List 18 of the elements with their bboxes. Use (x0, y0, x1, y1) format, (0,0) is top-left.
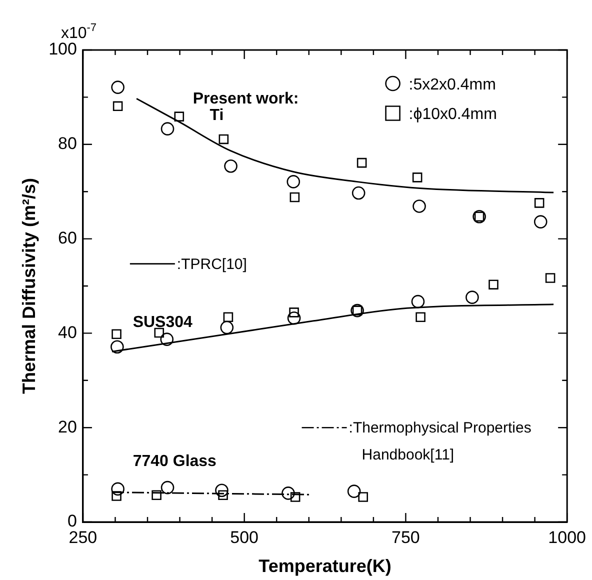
y-tick-label: 100 (48, 40, 77, 59)
x-axis-title: Temperature(K) (258, 556, 392, 576)
x-tick-label: 1000 (548, 528, 586, 547)
y-tick-label: 60 (58, 228, 77, 248)
annotation: SUS304 (132, 314, 193, 332)
annotation: Present work: (192, 90, 299, 108)
legend-label: :ϕ10x0.4mm (408, 106, 497, 124)
annotation: Ti (210, 106, 224, 124)
y-tick-label: 80 (58, 134, 77, 154)
legend-label: :5x2x0.4mm (408, 76, 496, 94)
legend-label: :TPRC[10] (176, 256, 247, 273)
x-tick-label: 750 (392, 528, 420, 547)
y-tick-label: 40 (58, 322, 77, 342)
y-axis-title: Thermal Diffusivity (m²/s) (18, 178, 39, 394)
x-tick-label: 500 (230, 528, 259, 547)
legend-label: :Thermophysical Properties Handbook[11] (348, 420, 532, 464)
annotation: 7740 Glass (132, 452, 217, 470)
y-tick-label: 20 (58, 417, 77, 436)
